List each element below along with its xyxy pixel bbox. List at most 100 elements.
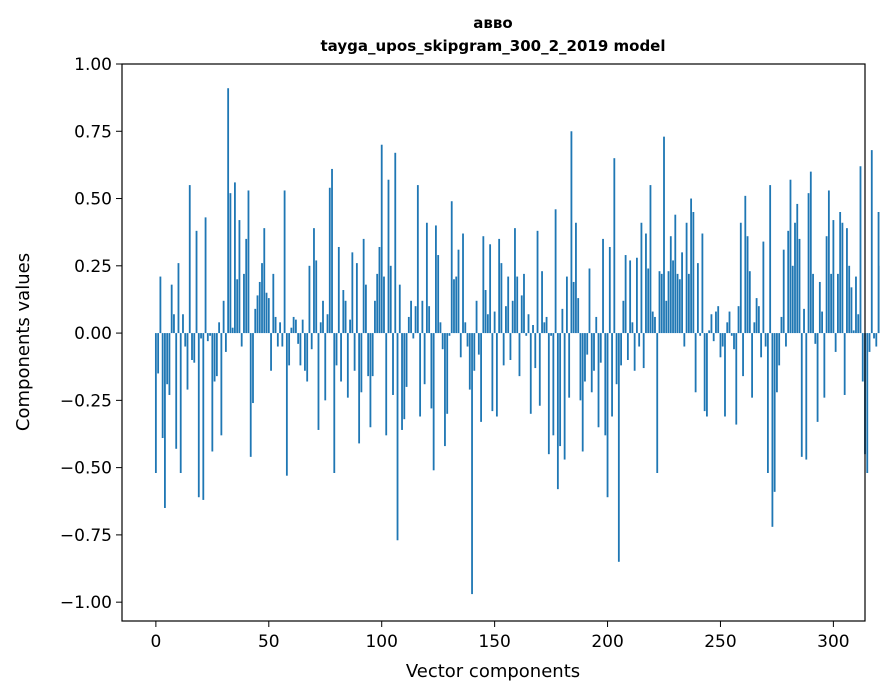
bar-208 — [624, 255, 627, 334]
bar-119 — [423, 333, 426, 385]
bar-26 — [213, 333, 216, 382]
bar-39 — [243, 273, 245, 334]
bar-84 — [344, 300, 347, 334]
bar-102 — [385, 333, 388, 436]
bar-114 — [412, 333, 415, 339]
bar-144 — [480, 333, 482, 422]
bar-219 — [649, 185, 652, 334]
bar-22 — [204, 217, 207, 334]
bar-200 — [606, 333, 609, 498]
bar-54 — [276, 333, 279, 347]
bar-157 — [509, 333, 512, 360]
bar-73 — [319, 322, 322, 334]
bar-57 — [283, 190, 286, 334]
bar-170 — [538, 333, 541, 406]
bar-146 — [484, 290, 487, 334]
bar-35 — [234, 182, 236, 334]
x-axis-label: Vector components — [406, 661, 580, 682]
bar-229 — [672, 260, 674, 334]
bar-46 — [258, 281, 261, 334]
bar-163 — [523, 273, 525, 334]
bar-298 — [827, 190, 830, 334]
bar-95 — [369, 333, 372, 428]
bar-199 — [604, 333, 607, 436]
bar-3 — [161, 333, 164, 439]
bar-305 — [843, 333, 846, 395]
bar-299 — [830, 273, 833, 334]
bar-291 — [812, 273, 814, 334]
bar-278 — [782, 249, 785, 334]
bar-36 — [236, 279, 239, 334]
bar-78 — [331, 168, 333, 334]
bar-141 — [473, 333, 476, 371]
bar-256 — [733, 333, 735, 350]
bar-5 — [166, 333, 169, 385]
bar-230 — [674, 214, 677, 334]
bar-47 — [261, 263, 263, 334]
bar-150 — [493, 311, 496, 334]
bar-318 — [873, 333, 875, 339]
bar-9 — [175, 333, 178, 449]
bar-220 — [651, 311, 654, 334]
bar-105 — [392, 333, 394, 395]
bar-202 — [611, 333, 613, 417]
chart-title-line-1: авво — [473, 14, 512, 32]
bar-189 — [581, 333, 584, 452]
bar-1 — [157, 333, 160, 374]
bars-group — [154, 88, 880, 595]
bar-242 — [701, 233, 704, 334]
bar-319 — [875, 333, 878, 347]
bar-222 — [656, 333, 659, 473]
bar-183 — [568, 333, 571, 398]
bar-137 — [464, 322, 467, 334]
bar-225 — [663, 136, 665, 334]
bar-313 — [861, 333, 864, 382]
bar-50 — [267, 298, 270, 334]
bar-23 — [206, 333, 209, 342]
bar-142 — [475, 300, 478, 334]
bar-175 — [550, 333, 552, 336]
bar-17 — [193, 333, 196, 363]
y-tick-label: 0.50 — [74, 190, 112, 210]
bar-24 — [209, 333, 211, 336]
bar-147 — [486, 314, 489, 334]
x-tick-label: 100 — [365, 632, 397, 652]
bar-264 — [751, 333, 753, 398]
bar-247 — [712, 333, 715, 342]
bar-252 — [724, 333, 726, 417]
bar-265 — [753, 322, 756, 334]
bar-317 — [870, 150, 873, 334]
bar-190 — [584, 333, 586, 382]
bar-88 — [353, 333, 356, 371]
bar-63 — [297, 333, 300, 344]
bar-296 — [823, 333, 826, 398]
bar-239 — [694, 333, 697, 393]
bar-224 — [660, 273, 663, 334]
bar-172 — [543, 322, 546, 334]
bar-213 — [636, 257, 638, 334]
bar-64 — [299, 333, 302, 366]
bar-16 — [191, 333, 193, 360]
bar-43 — [252, 333, 254, 404]
bar-165 — [527, 314, 530, 334]
bar-86 — [349, 319, 351, 334]
bar-250 — [719, 333, 722, 358]
bar-301 — [834, 333, 837, 352]
y-axis-ticks: 1.00 0.75 0.50 0.25 0.00 −0.25 −0.50 −0.75 −1.00 — [60, 55, 122, 613]
bar-41 — [247, 190, 250, 334]
bar-30 — [222, 300, 225, 334]
bar-156 — [507, 276, 510, 334]
bar-32 — [227, 88, 230, 334]
bar-13 — [184, 333, 187, 347]
bar-179 — [559, 333, 562, 447]
bar-241 — [699, 333, 702, 336]
bar-2 — [159, 276, 162, 334]
bar-110 — [403, 333, 406, 420]
bar-289 — [807, 193, 810, 334]
bar-81 — [337, 246, 340, 334]
bar-174 — [547, 333, 550, 455]
bar-187 — [577, 298, 580, 334]
bar-254 — [728, 311, 731, 334]
bar-126 — [439, 322, 442, 334]
